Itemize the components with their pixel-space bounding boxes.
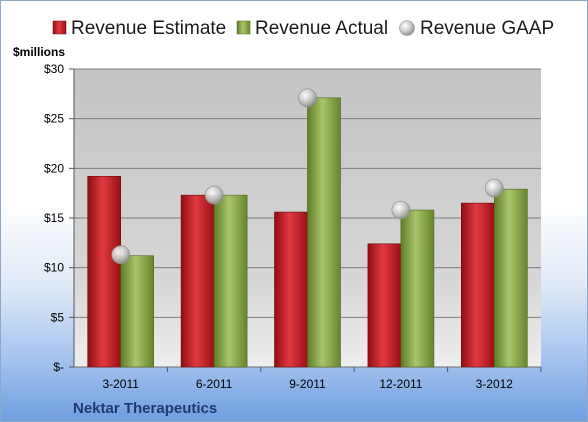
bars <box>87 97 528 368</box>
bar-actual <box>213 194 248 368</box>
bar-actual <box>493 188 528 368</box>
x-tick-label: 9-2011 <box>289 377 326 391</box>
x-tick-label: 3-2012 <box>476 377 514 391</box>
y-axis-ticks: $- $5 $10 $15 $20 $25 $30 <box>44 62 75 374</box>
legend-swatch-estimate <box>52 20 67 35</box>
y-tick-label: $25 <box>44 112 64 126</box>
legend-swatch-actual <box>236 20 251 35</box>
unit-label: $millions <box>13 45 65 59</box>
x-tick-label: 3-2011 <box>102 377 139 391</box>
gaap-marker <box>111 245 131 265</box>
bar-estimate <box>460 202 495 368</box>
company-name: Nektar Therapeutics <box>73 400 217 417</box>
y-tick-label: $20 <box>44 161 64 175</box>
bar-estimate <box>274 211 308 368</box>
bar-actual <box>400 209 435 368</box>
legend-label-gaap: Revenue GAAP <box>420 18 554 39</box>
y-tick-label: $5 <box>51 310 65 324</box>
y-tick-label: $15 <box>44 211 64 225</box>
bar-actual <box>307 97 341 368</box>
y-tick-label: $10 <box>44 261 64 275</box>
legend-label-estimate: Revenue Estimate <box>71 18 226 39</box>
gaap-marker <box>484 178 504 198</box>
gaap-marker <box>204 185 224 205</box>
bar-estimate <box>180 194 215 368</box>
y-tick-label: $30 <box>44 62 64 76</box>
x-axis-ticks: 3-2011 6-2011 9-2011 12-2011 3-2012 <box>102 367 542 391</box>
legend: Revenue Estimate Revenue Actual Revenue … <box>52 18 554 39</box>
bar-estimate <box>87 175 121 368</box>
legend-label-actual: Revenue Actual <box>255 18 388 39</box>
gaap-marker <box>298 88 317 108</box>
bar-actual <box>120 255 154 368</box>
x-tick-label: 12-2011 <box>379 377 422 391</box>
gaap-markers <box>111 88 504 265</box>
gaap-marker <box>391 200 411 220</box>
legend-swatch-gaap <box>399 20 415 36</box>
bar-estimate <box>367 243 402 368</box>
y-tick-label: $- <box>53 360 64 374</box>
x-tick-label: 6-2011 <box>196 377 233 391</box>
